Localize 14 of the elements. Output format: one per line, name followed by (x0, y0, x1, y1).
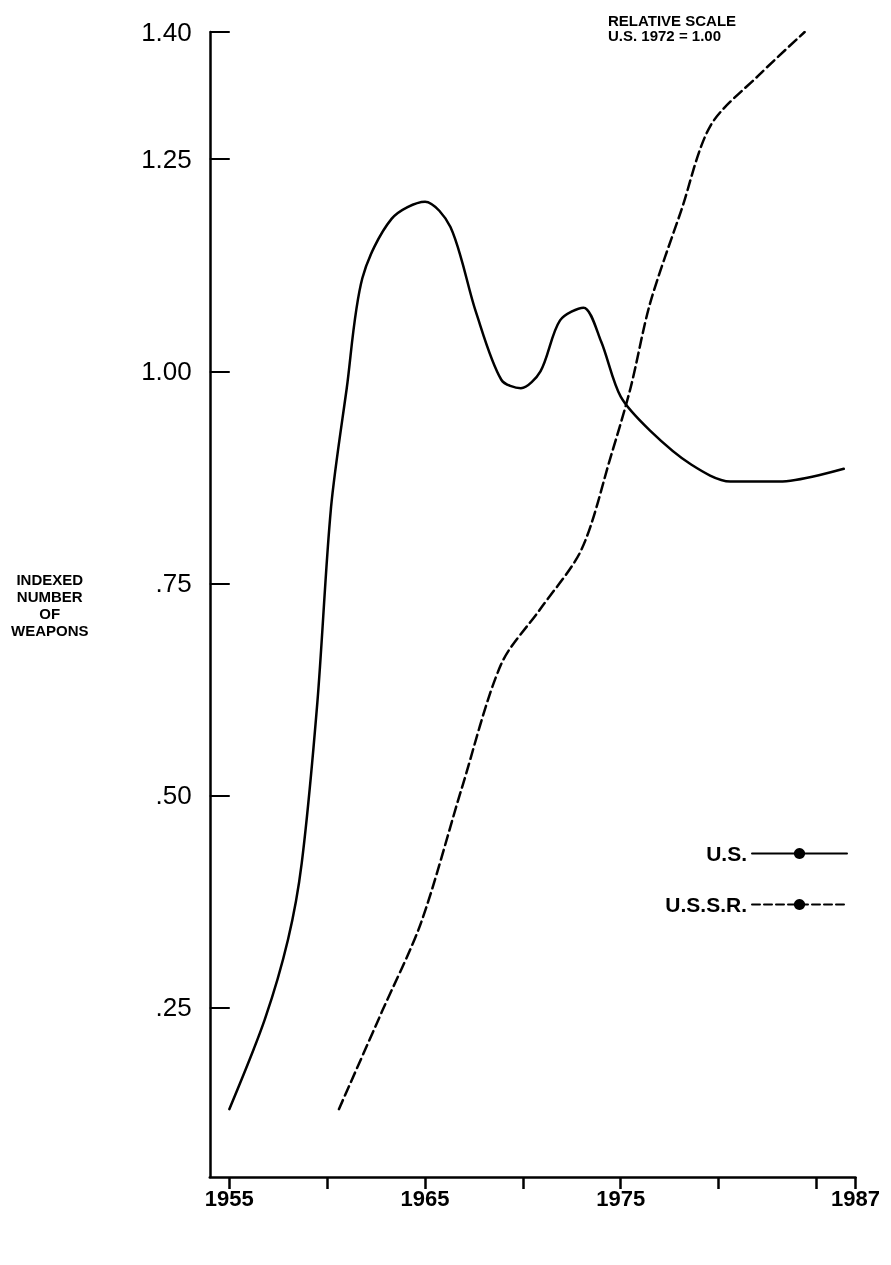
y-tick-label: .50 (155, 780, 192, 811)
y-tick-label: 1.00 (141, 356, 192, 387)
y-tick-label: 1.25 (141, 144, 192, 175)
annotation: RELATIVE SCALE U.S. 1972 = 1.00 (608, 12, 737, 44)
y-axis-title: INDEXED NUMBER OF WEAPONS (10, 570, 89, 639)
x-tick-label: 1955 (204, 1185, 254, 1211)
x-tick-label: 1965 (400, 1185, 450, 1211)
y-tick-label: .75 (155, 568, 192, 599)
x-tick-label: 1987 (831, 1185, 881, 1211)
y-tick-label: 1.40 (141, 17, 192, 47)
legend-label: U.S.S.R. (665, 893, 747, 916)
legend-label: U.S. (706, 842, 747, 865)
x-tick-label: 1975 (596, 1185, 646, 1211)
y-tick-label: .25 (155, 992, 192, 1023)
